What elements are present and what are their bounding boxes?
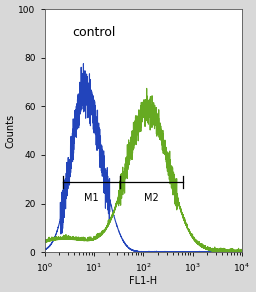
Text: M2: M2 (144, 193, 158, 203)
Text: M1: M1 (84, 193, 99, 203)
X-axis label: FL1-H: FL1-H (129, 277, 157, 286)
Text: control: control (72, 26, 116, 39)
Y-axis label: Counts: Counts (6, 114, 16, 148)
